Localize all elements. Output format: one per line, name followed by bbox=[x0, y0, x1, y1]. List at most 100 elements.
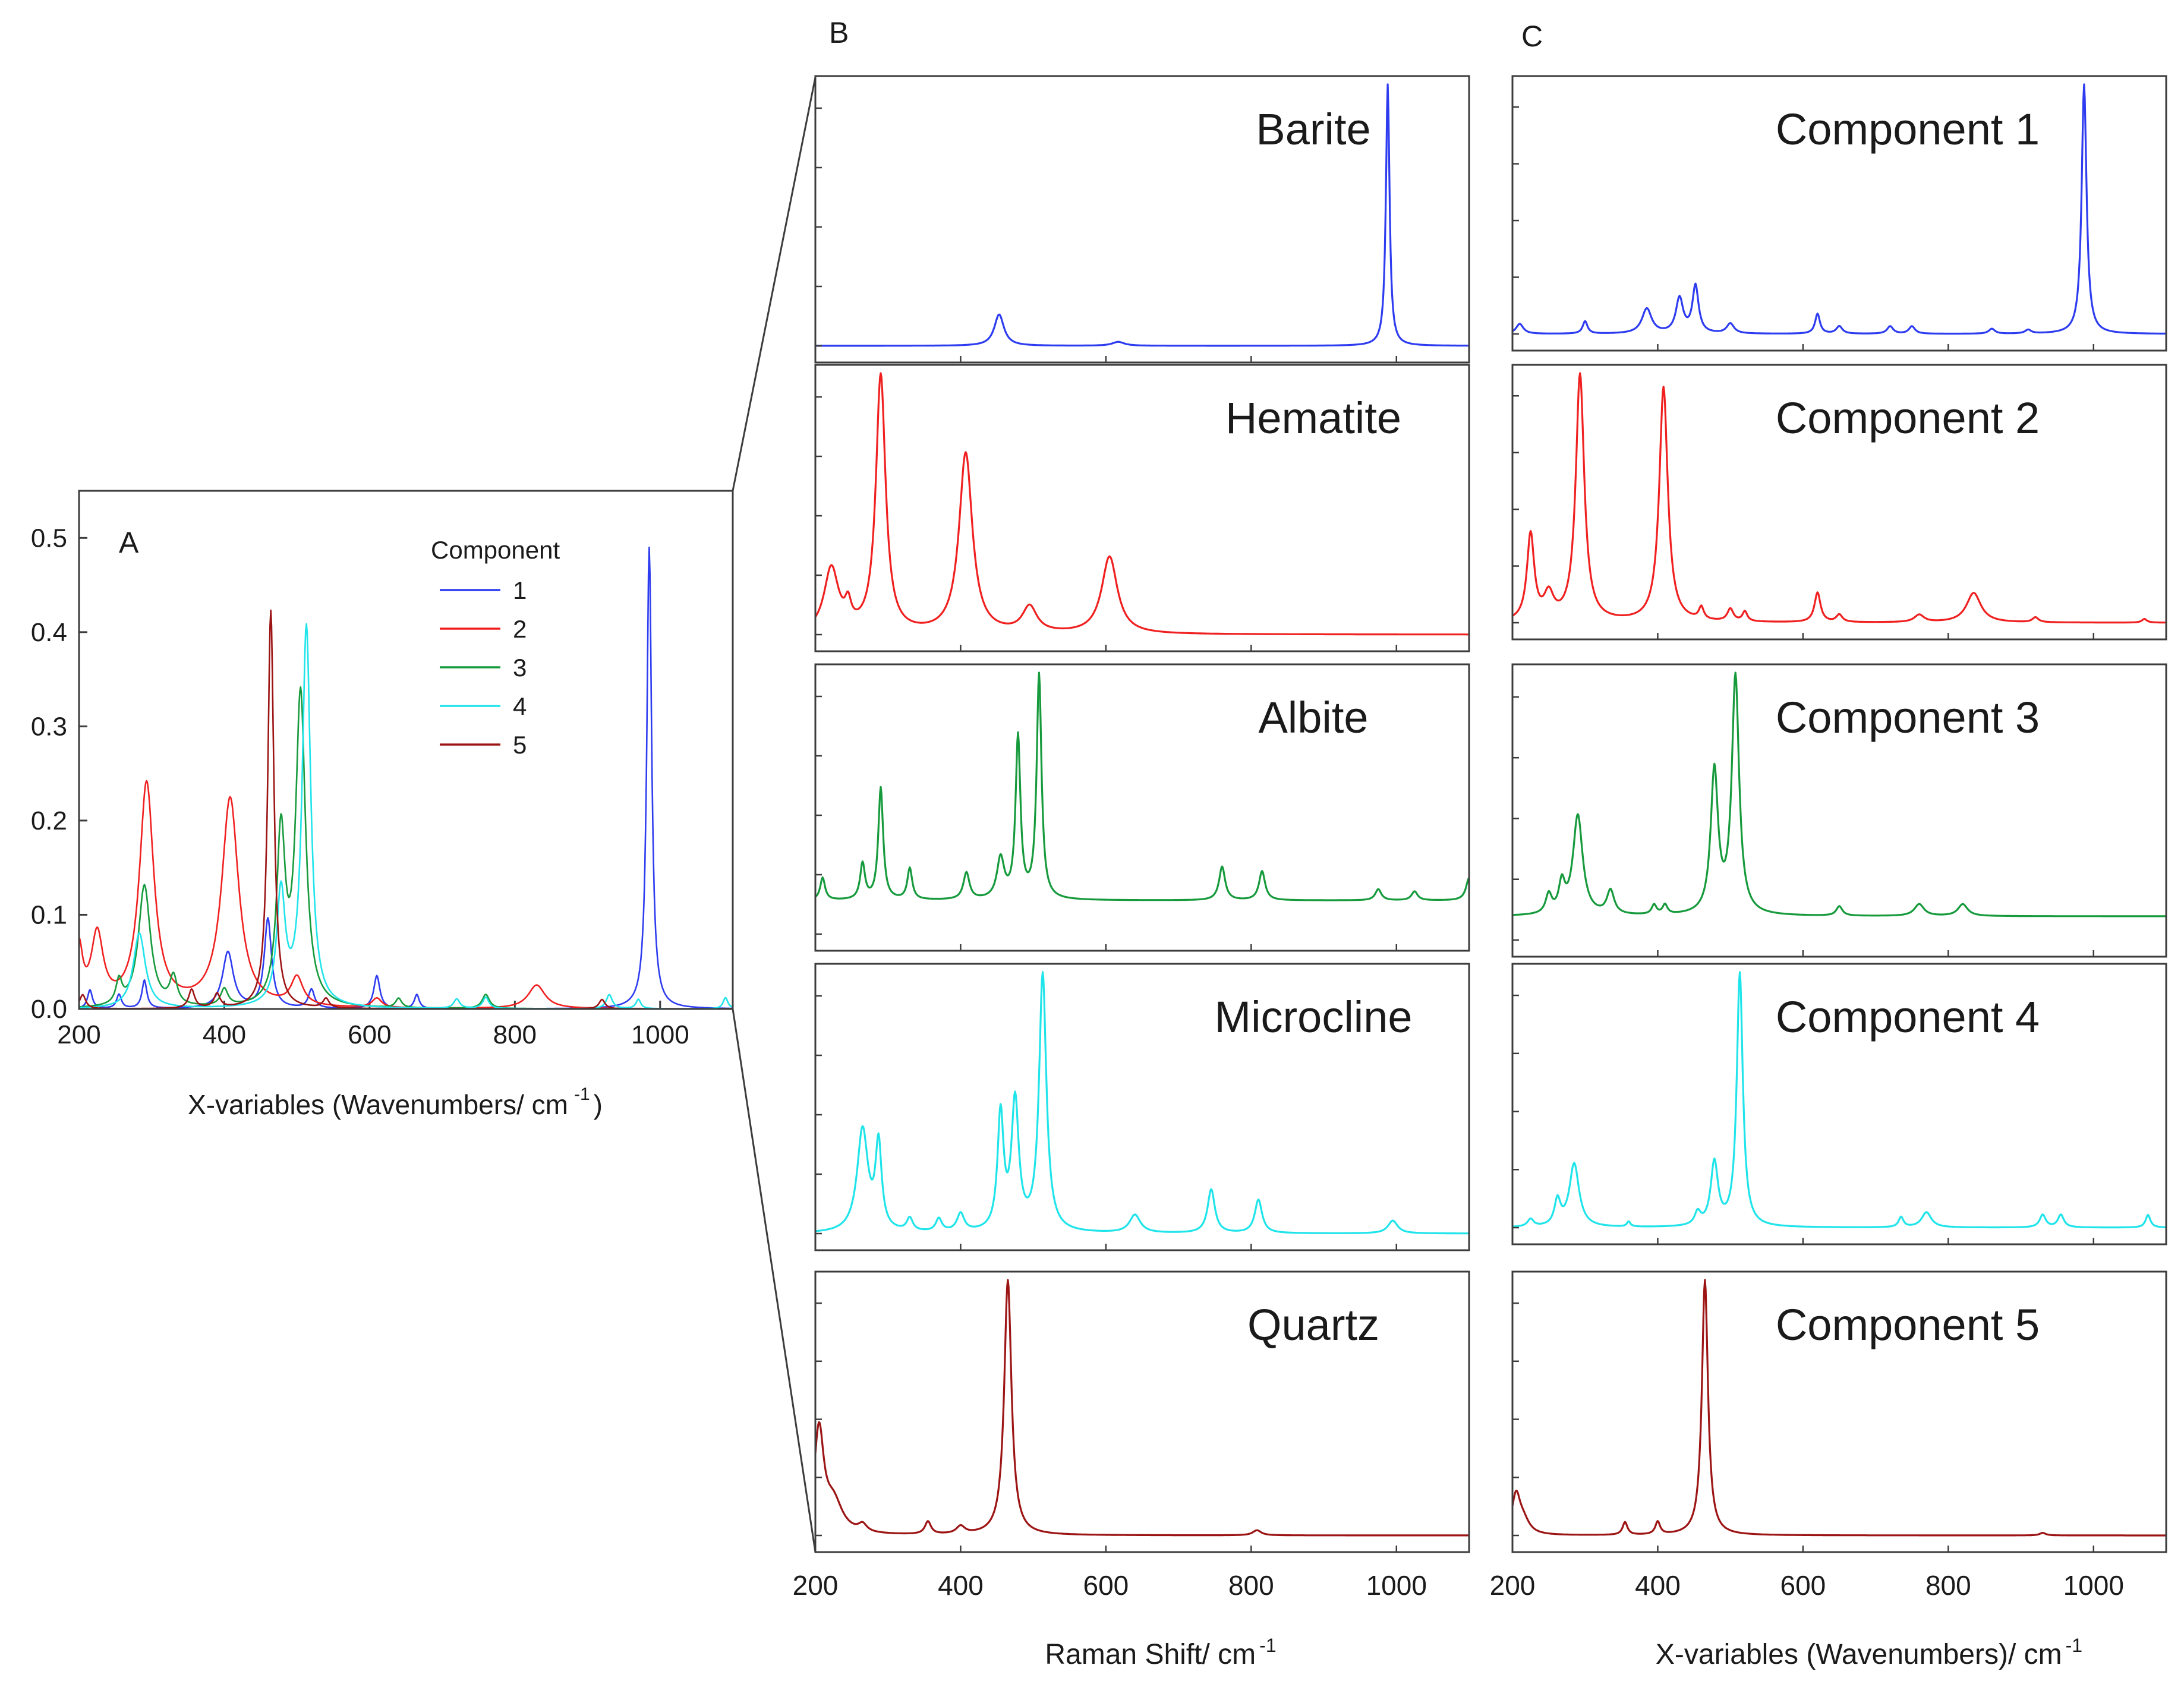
panel-b-x-axis-title-main: Raman Shift/ cm bbox=[1045, 1639, 1256, 1670]
x-tick-label: 200 bbox=[1490, 1570, 1536, 1601]
subplot-quartz: Quartz bbox=[814, 1270, 1470, 1553]
panel-a-ticks bbox=[78, 537, 661, 1010]
spectrum-line bbox=[1511, 1279, 2167, 1537]
y-tick-label: 0.5 bbox=[31, 524, 67, 553]
zoom-connector-top bbox=[732, 77, 817, 491]
subplot-frame bbox=[814, 364, 1470, 652]
subplot-frame bbox=[1511, 75, 2167, 352]
panel-c-x-axis-title-main: X-variables (Wavenumbers)/ cm bbox=[1656, 1639, 2062, 1670]
x-tick-label: 600 bbox=[1780, 1570, 1826, 1601]
x-tick-label: 400 bbox=[938, 1570, 984, 1601]
subplot-microcline: Microcline bbox=[814, 963, 1470, 1251]
panel-a-x-tick-labels: 200 400 600 800 1000 bbox=[57, 1020, 689, 1049]
x-tick-label: 1000 bbox=[1366, 1570, 1427, 1601]
subplot-albite: Albite bbox=[814, 663, 1470, 952]
subplot-label: Quartz bbox=[1247, 1300, 1379, 1349]
series-line-2 bbox=[78, 780, 733, 1010]
legend-entry-5: 5 bbox=[513, 731, 527, 759]
panel-a: A 200 400 600 800 1000 0.0 0.1 0.2 0.3 0.4 0.5 X-… bbox=[31, 490, 734, 1120]
subplot-frame bbox=[1511, 663, 2167, 958]
subplot-label: Component 4 bbox=[1776, 992, 2040, 1042]
panel-a-legend: Component 1 2 3 4 5 bbox=[431, 536, 560, 759]
panel-c-x-tick-labels: 200 400 600 800 1000 bbox=[1490, 1570, 2124, 1601]
y-tick-label: 0.1 bbox=[31, 900, 67, 929]
panel-b-x-tick-labels: 200 400 600 800 1000 bbox=[793, 1570, 1427, 1601]
x-tick-label: 1000 bbox=[2063, 1570, 2124, 1601]
subplot-component-1: Component 1 bbox=[1511, 75, 2167, 352]
subplot-barite: Barite bbox=[814, 75, 1470, 364]
subplot-label: Hematite bbox=[1225, 393, 1401, 443]
panel-a-x-axis-title: X-variables (Wavenumbers/ cm -1) bbox=[188, 1084, 603, 1120]
subplot-label: Component 5 bbox=[1776, 1300, 2040, 1349]
y-tick-label: 0.2 bbox=[31, 806, 67, 835]
legend-entry-3: 3 bbox=[513, 654, 527, 682]
panel-c-label: C bbox=[1521, 20, 1543, 53]
panel-b-label: B bbox=[829, 16, 849, 49]
spectrum-line bbox=[814, 671, 1470, 901]
x-tick-label: 600 bbox=[348, 1020, 391, 1049]
panel-c-x-axis-title: X-variables (Wavenumbers)/ cm -1 bbox=[1656, 1635, 2082, 1670]
subplot-hematite: Hematite bbox=[814, 364, 1470, 652]
subplot-label: Microcline bbox=[1214, 992, 1412, 1042]
subplot-frame bbox=[814, 1270, 1470, 1553]
y-tick-label: 0.3 bbox=[31, 712, 67, 741]
panel-a-x-axis-title-main: X-variables (Wavenumbers/ cm bbox=[188, 1089, 568, 1120]
subplot-label: Albite bbox=[1258, 693, 1368, 742]
x-tick-label: 800 bbox=[493, 1020, 537, 1049]
x-tick-label: 800 bbox=[1228, 1570, 1274, 1601]
panel-b-x-axis-title-sup: -1 bbox=[1259, 1635, 1276, 1656]
x-tick-label: 200 bbox=[57, 1020, 100, 1049]
x-tick-label: 400 bbox=[203, 1020, 246, 1049]
spectrum-line bbox=[1511, 372, 2167, 624]
subplot-frame bbox=[814, 963, 1470, 1251]
panel-a-frame bbox=[78, 490, 734, 1010]
series-line-1 bbox=[78, 546, 733, 1010]
subplot-frame bbox=[1511, 364, 2167, 641]
series-line-5 bbox=[78, 609, 733, 1010]
x-tick-label: 1000 bbox=[631, 1020, 689, 1049]
panel-a-x-axis-title-sup: -1 bbox=[574, 1084, 590, 1104]
x-tick-label: 400 bbox=[1635, 1570, 1681, 1601]
subplot-frame bbox=[1511, 1270, 2167, 1553]
subplot-frame bbox=[814, 663, 1470, 952]
panel-b-x-axis-title: Raman Shift/ cm -1 bbox=[1045, 1635, 1276, 1670]
legend-title: Component bbox=[431, 536, 560, 564]
panel-a-x-axis-title-end: ) bbox=[594, 1089, 603, 1120]
subplot-component-4: Component 4 bbox=[1511, 963, 2167, 1245]
series-line-3 bbox=[78, 686, 733, 1010]
subplot-frame bbox=[814, 75, 1470, 364]
subplot-label: Component 1 bbox=[1776, 105, 2040, 154]
subplot-label: Barite bbox=[1256, 105, 1370, 154]
spectrum-line bbox=[814, 83, 1470, 347]
subplot-component-3: Component 3 bbox=[1511, 663, 2167, 958]
series-line-4 bbox=[78, 623, 733, 1010]
x-tick-label: 200 bbox=[793, 1570, 839, 1601]
spectrum-line bbox=[1511, 671, 2167, 917]
subplot-label: Component 3 bbox=[1776, 693, 2040, 742]
panel-a-label: A bbox=[119, 526, 139, 559]
subplot-component-5: Component 5 bbox=[1511, 1270, 2167, 1553]
x-tick-label: 800 bbox=[1925, 1570, 1971, 1601]
spectrum-line bbox=[814, 1279, 1470, 1537]
subplot-component-2: Component 2 bbox=[1511, 364, 2167, 641]
y-tick-label: 0.0 bbox=[31, 995, 67, 1024]
subplot-frame bbox=[1511, 963, 2167, 1245]
legend-entry-1: 1 bbox=[513, 576, 527, 604]
spectrum-line bbox=[814, 372, 1470, 636]
legend-entry-2: 2 bbox=[513, 615, 527, 643]
spectrum-line bbox=[1511, 971, 2167, 1229]
spectrum-line bbox=[1511, 83, 2167, 335]
panel-c-x-axis-title-sup: -1 bbox=[2066, 1635, 2082, 1656]
panel-a-series bbox=[78, 546, 733, 1010]
y-tick-label: 0.4 bbox=[31, 618, 67, 647]
spectrum-line bbox=[814, 971, 1470, 1235]
legend-entry-4: 4 bbox=[513, 692, 527, 720]
panel-c-subplots: Component 1 Component 2 Component 3 Compone… bbox=[1511, 75, 2167, 1553]
panel-b-subplots: Barite Hematite Albite Microcline Quartz bbox=[814, 75, 1470, 1553]
subplot-label: Component 2 bbox=[1776, 393, 2040, 443]
panel-b: B Barite Hematite Albite Microcline Quartz 2… bbox=[793, 16, 1470, 1670]
panel-a-y-tick-labels: 0.0 0.1 0.2 0.3 0.4 0.5 bbox=[31, 524, 67, 1024]
x-tick-label: 600 bbox=[1083, 1570, 1129, 1601]
